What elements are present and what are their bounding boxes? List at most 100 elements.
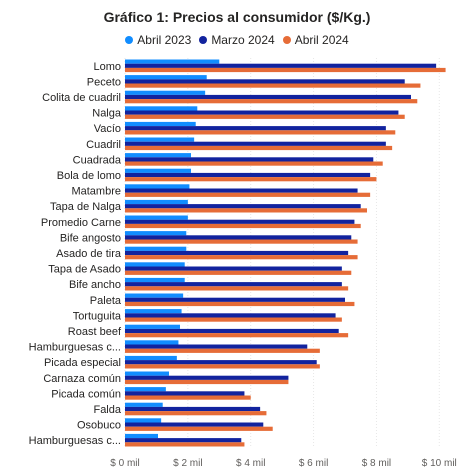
bar-marzo-2024[interactable] [125, 344, 308, 349]
bar-marzo-2024[interactable] [125, 438, 242, 443]
category-label: Falda [93, 404, 121, 416]
legend-marker-abril-2024 [282, 36, 291, 44]
category-label: Asado de tira [56, 248, 122, 260]
bar-marzo-2024[interactable] [125, 219, 355, 224]
bar-abril-2023[interactable] [125, 153, 191, 158]
bar-marzo-2024[interactable] [125, 110, 399, 115]
bar-abril-2024[interactable] [125, 239, 358, 244]
bar-marzo-2024[interactable] [125, 157, 374, 162]
category-label: Cuadrada [73, 154, 122, 166]
x-tick-label: $ 6 mil [299, 458, 328, 469]
bar-marzo-2024[interactable] [125, 204, 361, 209]
bar-abril-2024[interactable] [125, 286, 349, 291]
bar-marzo-2024[interactable] [125, 188, 358, 193]
bar-abril-2024[interactable] [125, 270, 352, 275]
bar-abril-2023[interactable] [125, 246, 187, 251]
bar-marzo-2024[interactable] [125, 406, 261, 412]
bar-abril-2024[interactable] [125, 255, 358, 260]
legend-item-abril-2024[interactable]: Abril 2024 [282, 33, 349, 47]
bar-abril-2024[interactable] [125, 411, 267, 416]
bar-abril-2023[interactable] [125, 199, 188, 205]
bar-abril-2023[interactable] [125, 355, 177, 361]
bar-marzo-2024[interactable] [125, 266, 342, 271]
bar-abril-2024[interactable] [125, 395, 251, 400]
bar-abril-2024[interactable] [125, 130, 396, 135]
bar-abril-2023[interactable] [125, 90, 206, 95]
bar-marzo-2024[interactable] [125, 391, 245, 396]
bar-abril-2024[interactable] [125, 99, 418, 104]
bar-abril-2023[interactable] [125, 433, 158, 439]
category-label: Hamburguesas c... [29, 435, 121, 447]
bar-abril-2024[interactable] [125, 114, 405, 119]
bar-abril-2023[interactable] [125, 137, 195, 142]
bar-marzo-2024[interactable] [125, 297, 345, 302]
bar-abril-2024[interactable] [125, 379, 289, 385]
bar-abril-2024[interactable] [125, 208, 367, 213]
bar-marzo-2024[interactable] [125, 79, 405, 84]
category-label: Tapa de Nalga [50, 201, 122, 213]
bar-marzo-2024[interactable] [125, 360, 317, 365]
bar-abril-2023[interactable] [125, 59, 220, 64]
bar-abril-2023[interactable] [125, 75, 207, 80]
chart-title: Gráfico 1: Precios al consumidor ($/Kg.) [103, 9, 371, 25]
bar-abril-2023[interactable] [125, 262, 185, 267]
bar-marzo-2024[interactable] [125, 141, 386, 146]
bar-abril-2023[interactable] [125, 106, 198, 111]
x-tick-label: $ 0 mil [110, 458, 139, 469]
category-label: Tortuguita [73, 310, 122, 322]
bar-marzo-2024[interactable] [125, 126, 386, 131]
legend-item-marzo-2024[interactable]: Marzo 2024 [199, 33, 275, 47]
bar-marzo-2024[interactable] [125, 422, 264, 427]
legend-label: Abril 2024 [294, 33, 349, 47]
x-tick-label: $ 10 mil [422, 458, 457, 469]
legend-item-abril-2023[interactable]: Abril 2023 [125, 33, 191, 47]
bar-abril-2024[interactable] [125, 83, 421, 88]
bar-abril-2024[interactable] [125, 177, 377, 182]
bar-abril-2024[interactable] [125, 442, 245, 447]
bar-abril-2023[interactable] [125, 168, 191, 173]
bar-abril-2023[interactable] [125, 121, 196, 127]
bar-abril-2024[interactable] [125, 317, 342, 322]
bar-marzo-2024[interactable] [125, 313, 336, 318]
bar-abril-2024[interactable] [125, 223, 361, 229]
category-label: Lomo [93, 61, 121, 73]
bar-marzo-2024[interactable] [125, 94, 411, 100]
category-label: Roast beef [68, 326, 122, 338]
bar-abril-2023[interactable] [125, 340, 179, 345]
bar-marzo-2024[interactable] [125, 235, 352, 240]
category-label: Bife ancho [69, 279, 121, 291]
bar-marzo-2024[interactable] [125, 172, 371, 178]
category-label: Picada especial [44, 357, 121, 369]
bar-abril-2023[interactable] [125, 309, 182, 314]
bar-abril-2023[interactable] [125, 184, 190, 189]
bar-abril-2024[interactable] [125, 161, 383, 166]
bar-abril-2024[interactable] [125, 192, 371, 197]
bar-marzo-2024[interactable] [125, 375, 289, 380]
bar-marzo-2024[interactable] [125, 250, 349, 256]
bar-abril-2023[interactable] [125, 215, 188, 220]
bar-marzo-2024[interactable] [125, 282, 342, 287]
bar-abril-2023[interactable] [125, 324, 180, 329]
bar-abril-2023[interactable] [125, 402, 163, 407]
bar-abril-2024[interactable] [125, 145, 393, 151]
bar-abril-2024[interactable] [125, 301, 355, 307]
bar-abril-2023[interactable] [125, 371, 169, 376]
bar-marzo-2024[interactable] [125, 328, 339, 334]
category-label: Peceto [87, 76, 121, 88]
bar-abril-2024[interactable] [125, 333, 349, 338]
bar-abril-2023[interactable] [125, 293, 184, 298]
bar-marzo-2024[interactable] [125, 63, 437, 68]
bar-abril-2024[interactable] [125, 67, 446, 73]
category-label: Cuadril [86, 139, 121, 151]
category-label: Picada común [51, 388, 121, 400]
bar-abril-2023[interactable] [125, 387, 166, 392]
x-tick-label: $ 4 mil [236, 458, 265, 469]
bar-abril-2024[interactable] [125, 426, 273, 431]
bar-abril-2024[interactable] [125, 348, 320, 353]
bar-abril-2023[interactable] [125, 418, 162, 423]
bar-abril-2023[interactable] [125, 277, 185, 283]
bar-abril-2023[interactable] [125, 231, 187, 236]
bar-abril-2024[interactable] [125, 364, 320, 369]
